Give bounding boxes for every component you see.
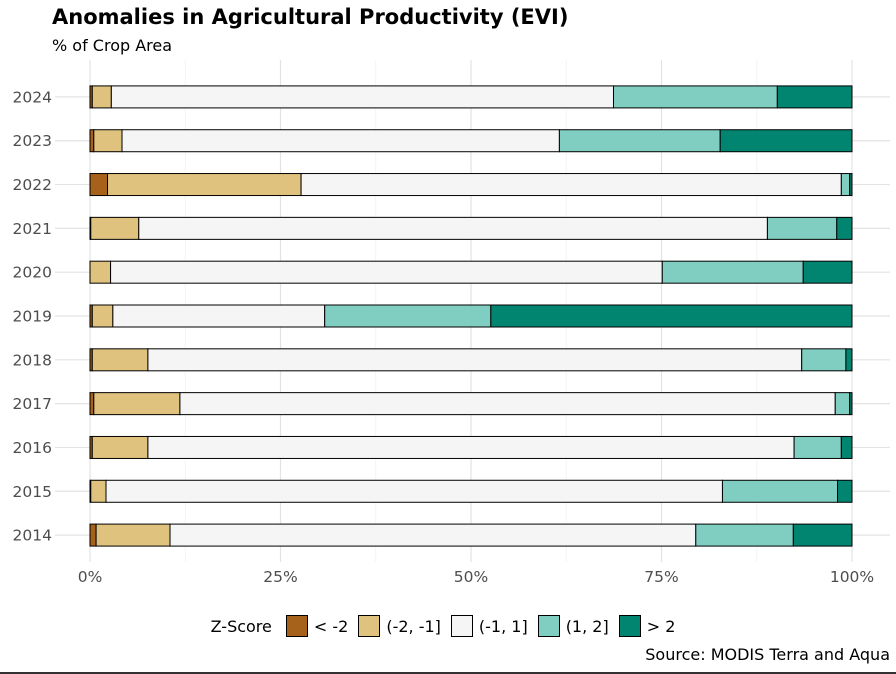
y-tick-label: 2017	[13, 395, 52, 413]
x-tick-label: 25%	[263, 568, 297, 586]
legend-item: (1, 2]	[537, 615, 609, 637]
legend: Z-Score < -2 (-2, -1] (-1, 1] (1, 2] > 2	[0, 613, 896, 639]
x-tick-labels: 0% 25% 50% 75% 100%	[78, 568, 874, 586]
bar-2020-series-1	[89, 260, 112, 284]
y-tick-label: 2018	[13, 351, 52, 369]
legend-items: < -2 (-2, -1] (-1, 1] (1, 2] > 2	[285, 615, 686, 637]
legend-item: (-2, -1]	[358, 615, 441, 637]
bar-2019-series-3	[324, 304, 492, 328]
y-tick-label: 2023	[13, 132, 52, 150]
y-tick-label: 2015	[13, 483, 52, 501]
bar-2020-series-3	[661, 260, 804, 284]
bar-2024-series-2	[110, 85, 614, 109]
chart-subtitle: % of Crop Area	[52, 36, 173, 55]
bar-2019-series-1	[91, 304, 114, 328]
x-tick-label: 75%	[644, 568, 678, 586]
bar-2015-series-2	[105, 479, 723, 503]
bar-2018-series-1	[91, 348, 149, 372]
y-tick-label: 2014	[13, 527, 52, 545]
legend-label: < -2	[313, 616, 349, 636]
bar-2015-series-4	[837, 479, 853, 503]
bar-2016-series-3	[793, 435, 842, 459]
legend-title: Z-Score	[210, 616, 272, 636]
bar-2017-series-0	[89, 392, 95, 416]
source-caption: Source: MODIS Terra and Aqua	[645, 645, 890, 664]
legend-swatch	[618, 615, 641, 637]
bar-2014-series-3	[695, 523, 794, 547]
legend-label: > 2	[646, 616, 676, 636]
bar-2022-series-0	[89, 173, 109, 197]
legend-swatch	[450, 615, 473, 637]
bar-2023-series-3	[558, 129, 721, 153]
bar-2019-series-2	[112, 304, 326, 328]
legend-item: < -2	[285, 615, 349, 637]
y-tick-label: 2019	[13, 308, 52, 326]
y-tick-label: 2022	[13, 176, 52, 194]
y-tick-labels: 2024 2023 2022 2021 2020 2019 2018 2017 2016 2015…	[13, 88, 52, 544]
chart-title: Anomalies in Agricultural Productivity (…	[52, 5, 569, 29]
bar-2024-series-3	[612, 85, 778, 109]
bar-2018-series-2	[147, 348, 803, 372]
bar-2014-series-0	[89, 523, 97, 547]
legend-item: (-1, 1]	[450, 615, 528, 637]
legend-swatch	[285, 615, 308, 637]
bar-2018-series-3	[801, 348, 847, 372]
bottom-rule	[0, 672, 896, 674]
legend-swatch	[358, 615, 381, 637]
bar-2021-series-3	[766, 216, 838, 240]
bar-2021-series-4	[836, 216, 853, 240]
legend-label: (1, 2]	[565, 616, 609, 636]
bar-2016-series-2	[147, 435, 795, 459]
bar-2024-series-4	[776, 85, 853, 109]
bar-2020-series-4	[802, 260, 853, 284]
bar-2021-series-1	[90, 216, 140, 240]
bar-2024-series-1	[91, 85, 112, 109]
bar-2018-series-4	[845, 348, 853, 372]
bar-2023-series-1	[93, 129, 123, 153]
legend-label: (-2, -1]	[386, 616, 441, 636]
bar-2015-series-1	[90, 479, 107, 503]
bar-2023-series-0	[89, 129, 95, 153]
bar-2017-series-1	[93, 392, 181, 416]
bar-2016-series-4	[840, 435, 853, 459]
bar-2023-series-4	[719, 129, 853, 153]
chart-svg: 2024 2023 2022 2021 2020 2019 2018 2017 2016 2015…	[13, 60, 890, 586]
legend-swatch	[537, 615, 560, 637]
bar-2014-series-2	[169, 523, 697, 547]
bar-2022-series-3	[840, 173, 851, 197]
y-tick-label: 2021	[13, 220, 52, 238]
legend-item: > 2	[618, 615, 676, 637]
legend-label: (-1, 1]	[478, 616, 528, 636]
bar-2015-series-3	[721, 479, 839, 503]
bar-2017-series-4	[849, 392, 853, 416]
x-tick-label: 0%	[78, 568, 103, 586]
bar-2021-series-2	[138, 216, 768, 240]
x-tick-label: 100%	[830, 568, 874, 586]
y-tick-label: 2020	[13, 264, 52, 282]
bar-2017-series-3	[834, 392, 851, 416]
x-tick-label: 50%	[454, 568, 488, 586]
bar-2019-series-4	[490, 304, 853, 328]
bar-2017-series-2	[179, 392, 836, 416]
y-tick-label: 2024	[13, 88, 52, 106]
y-tick-label: 2016	[13, 439, 52, 457]
bar-2022-series-4	[849, 173, 853, 197]
bar-2022-series-2	[300, 173, 842, 197]
bar-2014-series-1	[95, 523, 171, 547]
bar-2016-series-1	[91, 435, 149, 459]
bar-2023-series-2	[121, 129, 560, 153]
bar-2014-series-4	[792, 523, 853, 547]
bar-2020-series-2	[110, 260, 663, 284]
bars	[89, 85, 853, 547]
bar-2022-series-1	[107, 173, 302, 197]
